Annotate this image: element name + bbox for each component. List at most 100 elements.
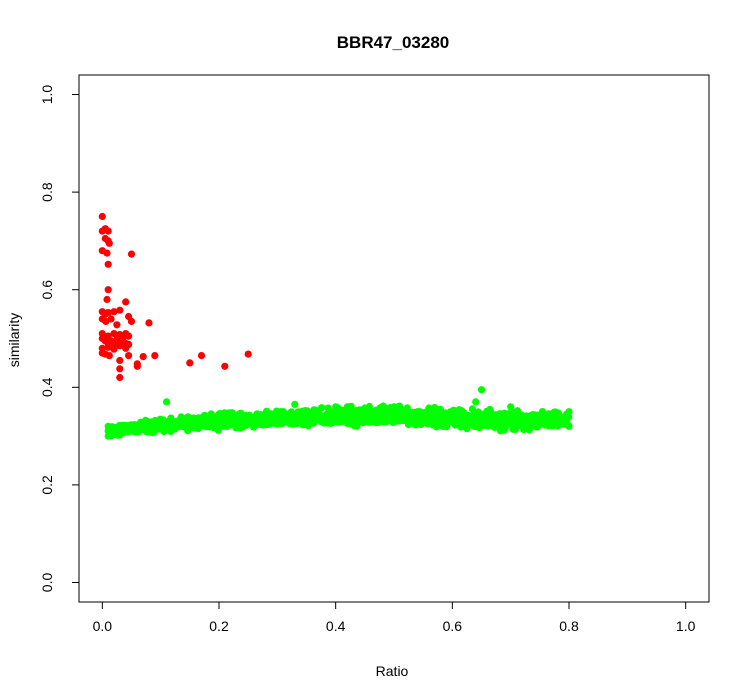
data-point xyxy=(244,350,252,358)
data-point xyxy=(110,308,118,316)
data-point xyxy=(116,306,124,314)
data-point xyxy=(412,415,420,423)
data-point xyxy=(510,422,518,430)
data-point xyxy=(197,352,206,360)
data-point xyxy=(187,419,195,428)
data-point xyxy=(472,421,480,430)
y-tick-label: 1.0 xyxy=(39,85,55,105)
data-point xyxy=(464,416,472,424)
data-point xyxy=(105,352,113,360)
data-point xyxy=(105,239,113,247)
data-point xyxy=(497,427,505,435)
y-tick-label: 0.2 xyxy=(39,475,55,495)
data-point xyxy=(224,417,233,425)
plot-frame xyxy=(78,74,710,603)
y-axis: 0.0 0.2 0.4 0.6 0.8 1.0 xyxy=(39,85,80,592)
data-point xyxy=(344,404,352,412)
data-point xyxy=(287,412,295,420)
data-point xyxy=(537,416,546,424)
data-point xyxy=(127,250,136,258)
data-point xyxy=(390,403,398,411)
data-point xyxy=(436,418,444,426)
data-point xyxy=(325,409,333,417)
data-point xyxy=(543,414,551,422)
data-point xyxy=(557,413,565,421)
data-point xyxy=(468,405,476,413)
y-tick-label: 0.6 xyxy=(39,280,55,300)
data-point xyxy=(305,418,313,426)
data-points xyxy=(98,212,573,440)
data-point xyxy=(179,416,187,424)
data-point xyxy=(348,410,356,418)
x-tick-label: 1.0 xyxy=(676,618,696,634)
data-point xyxy=(376,412,384,421)
data-point xyxy=(263,407,271,415)
x-tick-label: 0.6 xyxy=(443,618,463,634)
data-point xyxy=(186,359,194,367)
data-point xyxy=(110,330,118,338)
data-point xyxy=(456,414,464,422)
data-point xyxy=(403,404,411,412)
data-point xyxy=(447,416,455,424)
series-1 xyxy=(104,386,573,440)
data-point xyxy=(313,411,322,419)
data-point xyxy=(125,352,133,360)
data-point xyxy=(401,409,409,417)
data-point xyxy=(116,342,124,350)
data-point xyxy=(104,309,112,317)
data-point xyxy=(476,414,484,422)
data-point xyxy=(513,407,522,415)
data-point xyxy=(125,332,133,340)
data-point xyxy=(104,260,112,268)
x-tick-label: 0.8 xyxy=(559,618,579,634)
data-point xyxy=(496,414,504,422)
data-point xyxy=(133,427,141,435)
chart-title: BBR47_03280 xyxy=(337,33,449,52)
data-point xyxy=(532,421,541,429)
data-point xyxy=(215,410,223,418)
data-point xyxy=(139,422,147,430)
data-point xyxy=(412,409,420,418)
data-point xyxy=(448,408,456,416)
data-point xyxy=(233,416,241,424)
data-point xyxy=(507,403,515,411)
data-point xyxy=(362,417,370,426)
data-point xyxy=(127,317,136,325)
data-point xyxy=(291,400,299,408)
y-axis-label: similarity xyxy=(6,313,22,367)
data-point xyxy=(477,386,486,394)
data-point xyxy=(221,362,229,370)
data-point xyxy=(104,286,112,294)
data-point xyxy=(419,409,427,417)
data-point xyxy=(565,413,573,421)
data-point xyxy=(407,415,415,423)
data-point xyxy=(116,356,124,365)
data-point xyxy=(116,365,124,373)
x-tick-label: 0.2 xyxy=(209,618,229,634)
data-point xyxy=(489,418,497,426)
data-point xyxy=(104,343,112,351)
data-point xyxy=(483,420,491,428)
data-point xyxy=(98,212,106,221)
data-point xyxy=(273,413,281,421)
data-point xyxy=(122,298,130,306)
data-point xyxy=(278,420,286,428)
data-point xyxy=(107,315,115,323)
data-point xyxy=(104,227,112,235)
data-point xyxy=(390,418,398,426)
data-point xyxy=(303,407,311,415)
x-axis-label: Ratio xyxy=(376,663,409,679)
data-point xyxy=(262,421,270,429)
y-tick-label: 0.4 xyxy=(39,377,55,397)
data-point xyxy=(565,408,573,416)
data-point xyxy=(116,373,124,382)
data-point xyxy=(212,420,220,428)
data-point xyxy=(332,403,340,411)
x-axis: 0.0 0.2 0.4 0.6 0.8 1.0 xyxy=(93,601,696,634)
data-point xyxy=(113,321,121,329)
data-point xyxy=(127,427,136,435)
y-tick-label: 0.8 xyxy=(39,182,55,202)
data-point xyxy=(394,412,403,420)
data-point xyxy=(440,410,448,418)
data-point xyxy=(565,422,573,430)
